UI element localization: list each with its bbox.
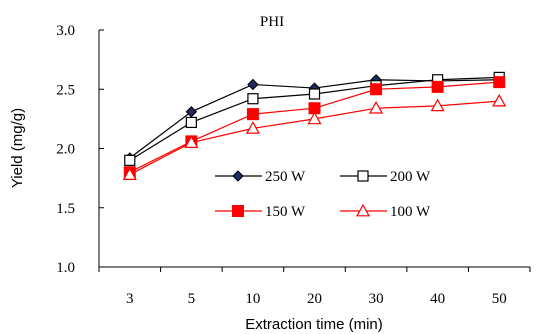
y-tick-label: 3.0 [56, 23, 75, 39]
y-tick-label: 2.0 [56, 142, 75, 158]
series-layer [122, 71, 507, 180]
data-point [122, 167, 137, 180]
x-tick-label: 20 [307, 291, 322, 307]
x-tick-label: 30 [369, 291, 384, 307]
data-point [185, 116, 197, 129]
data-point [492, 93, 507, 107]
x-tick-label: 50 [492, 291, 507, 307]
x-axis-label: Extraction time (min) [245, 316, 383, 333]
series-100-w [122, 93, 507, 180]
legend-marker [232, 170, 244, 182]
data-point [246, 108, 259, 121]
x-tick-label: 40 [430, 291, 445, 307]
legend-item: 150 W [215, 204, 306, 220]
legend-label: 150 W [265, 204, 306, 220]
legend-item: 250 W [215, 169, 306, 185]
x-tick-label: 10 [245, 291, 260, 307]
data-point [184, 135, 199, 148]
legend-item: 200 W [340, 169, 431, 185]
legend-label: 100 W [390, 204, 431, 220]
legend-marker [355, 203, 371, 217]
legend-marker [232, 205, 244, 217]
y-axis-label: Yield (mg/g) [9, 108, 26, 188]
plot-area [98, 30, 530, 268]
legend-label: 250 W [265, 169, 306, 185]
data-point [307, 111, 322, 125]
data-point [247, 78, 259, 91]
x-tick-label: 3 [126, 291, 134, 307]
x-ticks: 3 5 10 20 30 40 50 [98, 267, 531, 307]
data-point [247, 93, 259, 105]
legend-label: 200 W [390, 169, 431, 185]
data-point [185, 106, 198, 118]
data-point [430, 98, 445, 112]
legend-item: 100 W [340, 203, 431, 220]
data-point [431, 80, 444, 93]
legend: 250 W 200 W 150 W 100 W [215, 169, 431, 220]
chart-title: PHI [260, 14, 284, 30]
data-point [369, 100, 384, 114]
y-tick-label: 2.5 [56, 82, 75, 98]
y-tick-label: 1.5 [56, 201, 75, 217]
y-ticks: 1.0 1.5 2.0 2.5 3.0 [56, 23, 104, 276]
data-point [370, 83, 383, 96]
y-tick-label: 1.0 [56, 260, 75, 276]
data-point [124, 154, 136, 166]
legend-marker [357, 170, 369, 182]
data-point [493, 76, 506, 89]
data-point [245, 121, 260, 134]
x-tick-label: 5 [188, 291, 196, 307]
data-point [308, 88, 321, 100]
